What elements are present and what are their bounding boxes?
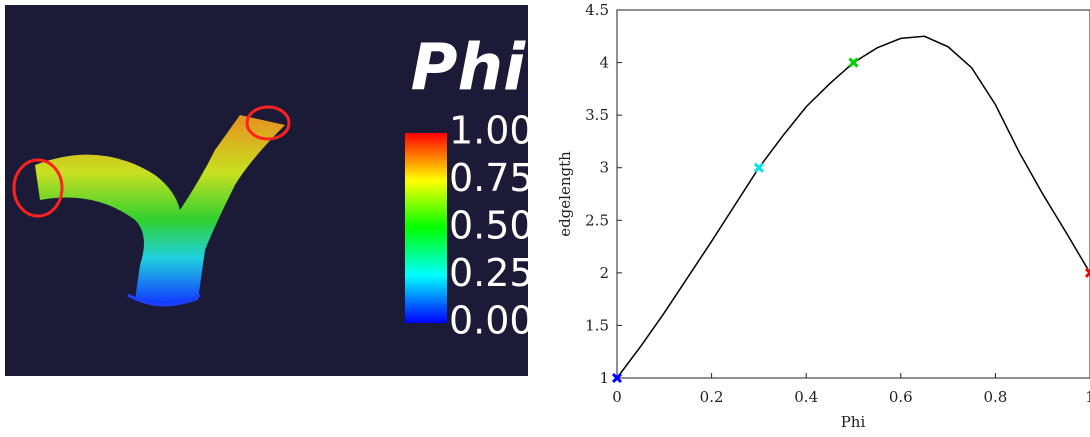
colorbar-tick-label: 0.75 (449, 156, 534, 200)
x-tick-label: 0.4 (794, 388, 818, 406)
y-axis-label: edgelength (556, 151, 574, 237)
colorbar-title: Phi (411, 32, 526, 106)
point-marker (850, 59, 858, 67)
colorbar (405, 133, 447, 323)
colorbar-tick-label: 1.00 (449, 109, 534, 153)
x-axis-label: Phi (841, 413, 866, 431)
colorbar-tick-label: 0.50 (449, 204, 534, 248)
page: {"render": {"colorbar": {"title": "Phi",… (0, 0, 1090, 437)
x-tick-label: 0.2 (700, 388, 724, 406)
y-tick-label: 1 (599, 369, 609, 387)
x-tick-label: 0.8 (983, 388, 1007, 406)
x-tick-label: 0.6 (889, 388, 913, 406)
x-tick-label: 0 (612, 388, 622, 406)
y-tick-label: 3.5 (585, 106, 609, 124)
colorbar-tick-label: 0.25 (449, 251, 534, 295)
y-tick-label: 2 (599, 264, 609, 282)
colorbar-tick-label: 0.00 (449, 299, 534, 343)
data-line (617, 36, 1090, 378)
y-tick-label: 1.5 (585, 316, 609, 334)
y-tick-label: 3 (599, 159, 609, 177)
point-marker (755, 164, 763, 172)
y-tick-label: 4 (599, 54, 609, 72)
point-marker (1086, 269, 1090, 277)
x-tick-label: 1 (1085, 388, 1090, 406)
y-tick-label: 4.5 (585, 1, 609, 19)
figure: Phi Phi edgelength 1.000.750.500.250.00 1… (0, 0, 1090, 437)
plot-frame (617, 10, 1090, 378)
y-tick-label: 2.5 (585, 211, 609, 229)
